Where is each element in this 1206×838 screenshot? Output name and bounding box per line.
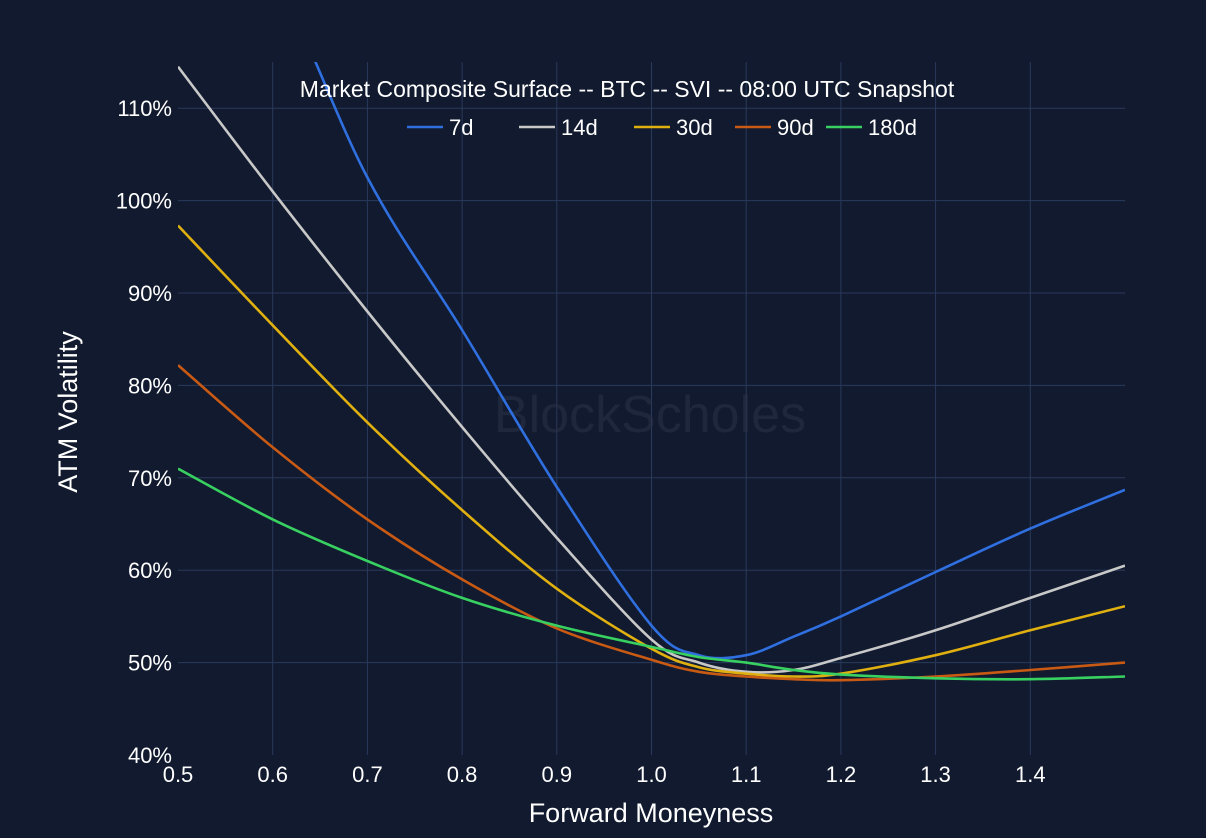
y-tick-label: 50% xyxy=(128,651,172,676)
y-tick-label: 60% xyxy=(128,558,172,583)
x-tick-label: 1.4 xyxy=(1015,762,1046,787)
series-line-180d xyxy=(178,467,1125,681)
legend-item-14d[interactable]: 14d xyxy=(519,115,598,140)
series-line-7d xyxy=(314,62,1125,660)
x-tick-label: 0.5 xyxy=(163,762,194,787)
y-tick-label: 40% xyxy=(128,743,172,768)
legend[interactable]: 7d 14d 30d 90d 180d xyxy=(407,115,917,140)
legend-label: 180d xyxy=(868,115,917,140)
legend-label: 7d xyxy=(449,115,473,140)
x-tick-label: 1.0 xyxy=(636,762,667,787)
series-group xyxy=(178,62,1125,682)
x-tick-label: 0.8 xyxy=(447,762,478,787)
series-line-90d xyxy=(178,364,1125,682)
legend-item-7d[interactable]: 7d xyxy=(407,115,473,140)
x-axis-ticks: 0.5 0.6 0.7 0.8 0.9 1.0 1.1 1.2 1.3 1.4 xyxy=(163,762,1046,787)
series-line-30d xyxy=(178,224,1125,678)
legend-label: 30d xyxy=(676,115,713,140)
x-tick-label: 0.7 xyxy=(352,762,383,787)
y-tick-label: 80% xyxy=(128,373,172,398)
legend-item-90d[interactable]: 90d xyxy=(735,115,814,140)
y-tick-label: 110% xyxy=(117,96,172,121)
legend-item-30d[interactable]: 30d xyxy=(634,115,713,140)
x-axis-title: Forward Moneyness xyxy=(529,798,774,828)
legend-label: 90d xyxy=(777,115,814,140)
y-tick-label: 90% xyxy=(128,281,172,306)
x-tick-label: 1.2 xyxy=(826,762,857,787)
x-tick-label: 1.3 xyxy=(920,762,951,787)
x-tick-label: 0.6 xyxy=(257,762,288,787)
y-axis-title: ATM Volatility xyxy=(53,331,83,493)
legend-label: 14d xyxy=(561,115,598,140)
y-tick-label: 70% xyxy=(128,466,172,491)
x-tick-label: 0.9 xyxy=(542,762,573,787)
series-line-14d xyxy=(178,65,1125,674)
y-axis-ticks: 40% 50% 60% 70% 80% 90% 100% 110% xyxy=(116,96,172,768)
y-tick-label: 100% xyxy=(116,189,172,214)
watermark: BlockScholes xyxy=(494,386,806,444)
grid xyxy=(178,62,1125,755)
legend-item-180d[interactable]: 180d xyxy=(826,115,917,140)
x-tick-label: 1.1 xyxy=(731,762,762,787)
chart-title: Market Composite Surface -- BTC -- SVI -… xyxy=(300,76,955,102)
